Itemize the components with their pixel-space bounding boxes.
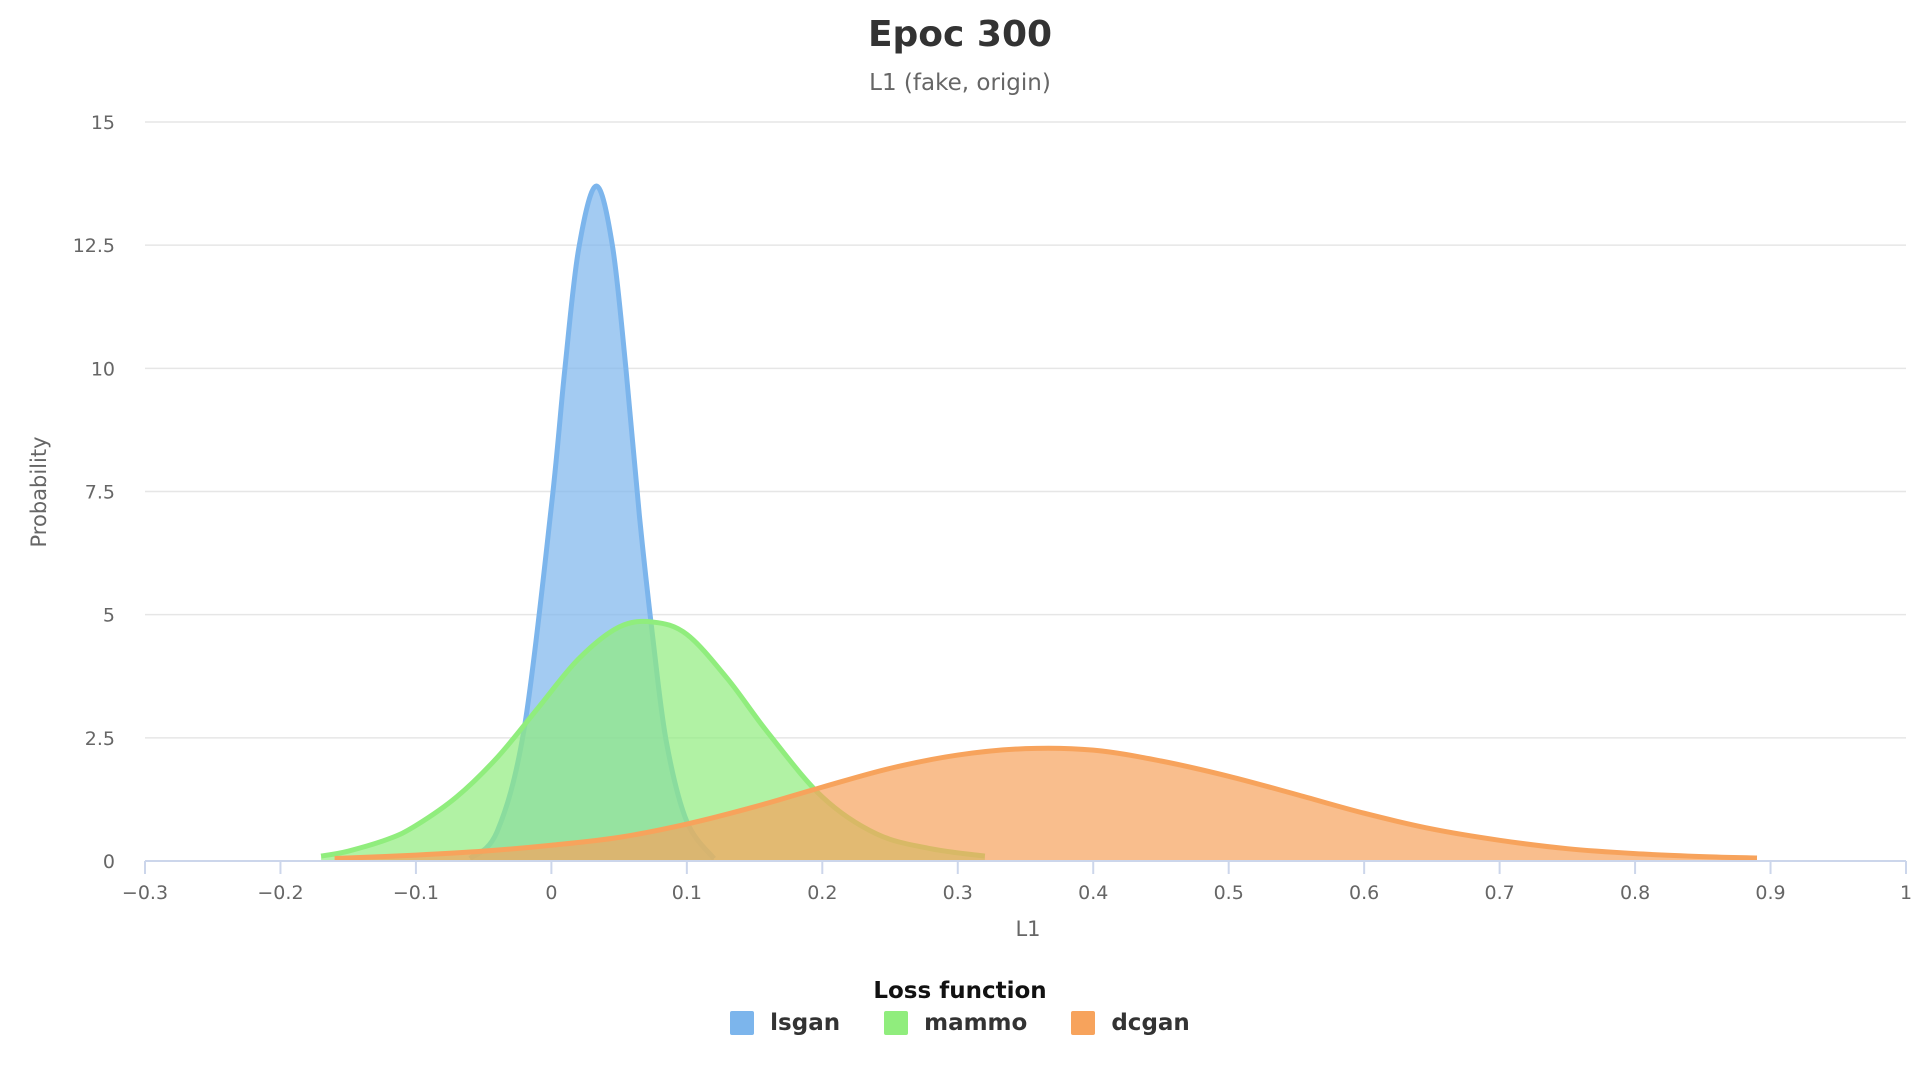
- y-axis-label: Probability: [27, 436, 51, 547]
- y-tick-label: 5: [103, 605, 115, 627]
- legend-swatch-dcgan: [1071, 1011, 1096, 1035]
- x-tick-label: −0.1: [393, 882, 439, 904]
- x-tick-label: −0.3: [122, 882, 168, 904]
- legend-item-dcgan[interactable]: dcgan: [1071, 1010, 1190, 1036]
- y-tick-label: 7.5: [85, 482, 115, 504]
- legend-swatch-mammo: [884, 1011, 909, 1035]
- x-axis-label: L1: [1015, 917, 1040, 941]
- legend-title: Loss function: [873, 978, 1047, 1004]
- x-tick-label: 0.6: [1349, 882, 1379, 904]
- legend-label-mammo: mammo: [924, 1010, 1028, 1036]
- grid-lines: [145, 121, 1906, 739]
- x-tick-label: 0.8: [1620, 882, 1650, 904]
- legend-swatch-lsgan: [730, 1011, 755, 1035]
- y-tick-label: 10: [91, 358, 115, 380]
- chart-title: Epoc 300: [867, 14, 1053, 55]
- series-area-dcgan: [334, 748, 1757, 861]
- x-tick-label: 0.5: [1214, 882, 1244, 904]
- legend-item-lsgan[interactable]: lsgan: [730, 1010, 840, 1036]
- series-layer: [320, 183, 1758, 862]
- legend: Loss function lsgan mammo dcgan: [0, 978, 1920, 1039]
- x-tick-label: 0.9: [1755, 882, 1785, 904]
- y-tick-label: 15: [91, 112, 115, 134]
- x-tick-label: −0.2: [257, 882, 303, 904]
- y-tick-label: 12.5: [73, 235, 115, 257]
- x-tick-label: 0.4: [1078, 882, 1108, 904]
- legend-items: lsgan mammo dcgan: [730, 1010, 1190, 1036]
- y-tick-label: 2.5: [85, 728, 115, 750]
- x-tick-label: 0.3: [943, 882, 973, 904]
- y-tick-label: 0: [103, 851, 115, 873]
- chart-subtitle: L1 (fake, origin): [869, 70, 1051, 96]
- series-line-dcgan[interactable]: [334, 745, 1758, 862]
- x-axis: −0.3 −0.2 −0.1 0 0.1 0.2 0.3 0.4 0.5 0.6 0.7 0.8 0.9…: [122, 860, 1912, 904]
- x-tick-label: 0.1: [672, 882, 702, 904]
- legend-item-mammo[interactable]: mammo: [884, 1010, 1027, 1036]
- x-tick-label: 0.2: [807, 882, 837, 904]
- y-axis: 0 2.5 5 7.5 10 12.5 15: [73, 112, 115, 873]
- legend-label-lsgan: lsgan: [770, 1010, 841, 1036]
- legend-label-dcgan: dcgan: [1111, 1010, 1190, 1036]
- x-tick-label: 1: [1900, 882, 1912, 904]
- x-tick-label: 0: [545, 882, 557, 904]
- x-tick-label: 0.7: [1485, 882, 1515, 904]
